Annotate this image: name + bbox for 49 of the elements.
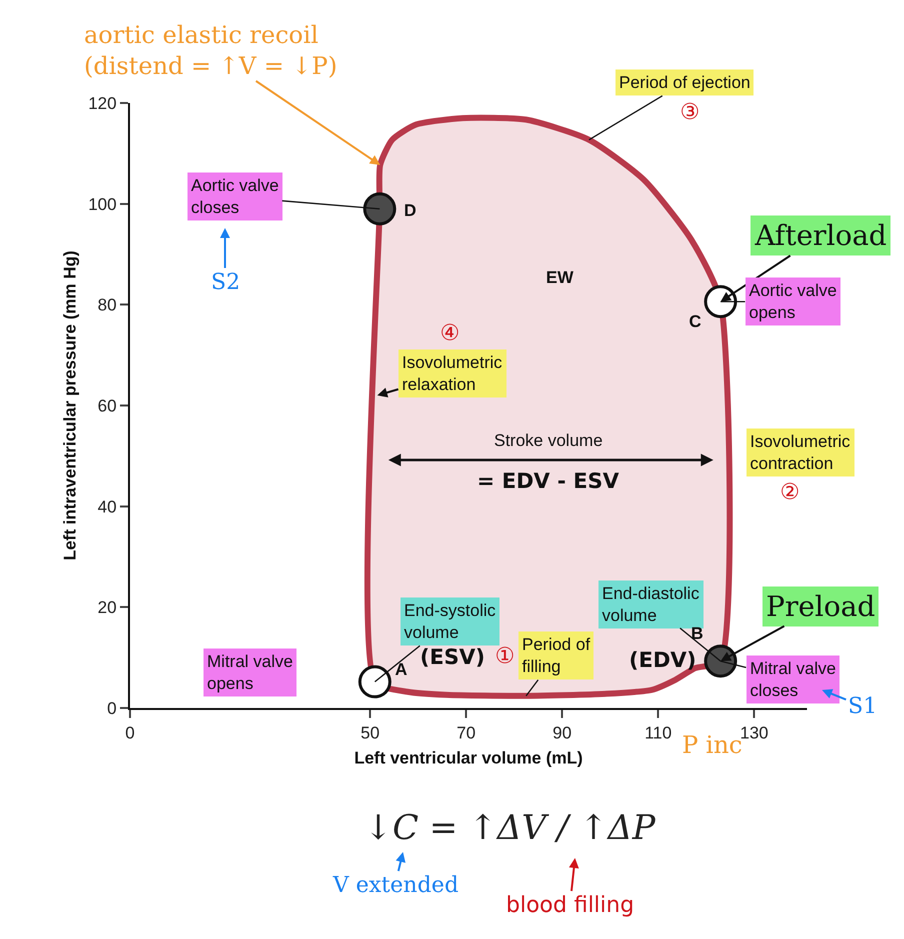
annotation: Preload [766, 590, 876, 623]
annotation: End-diastolic volume [602, 584, 700, 626]
annotation: S2 [211, 270, 240, 295]
annotation: EW [546, 268, 574, 287]
y-tick-label: 120 [88, 94, 117, 113]
y-tick-label: 80 [98, 296, 117, 315]
text: ↓C = ↑ΔV / ↑ΔP [364, 808, 656, 848]
point [358, 665, 392, 698]
annotation: ③ [680, 100, 700, 125]
annotation: C [689, 312, 702, 331]
annotation: Afterload [754, 219, 887, 252]
text: blood filling [506, 893, 634, 918]
annotation: aortic elastic recoil (distend = ↑V = ↓P) [84, 21, 338, 80]
y-tick-label: 20 [98, 598, 117, 618]
annotation: Isovolumetric contraction [750, 432, 851, 474]
y-tick-label: 100 [88, 194, 117, 214]
annotation: End-systolic volume [404, 601, 496, 642]
x-tick-label: 110 [644, 723, 672, 742]
y-axis-title: Left intraventricular pressure (mm Hg) [60, 250, 80, 560]
annotation: Isovolumetric relaxation [402, 353, 503, 394]
annotation: Stroke volume [494, 431, 603, 450]
y-tick-label: 40 [98, 497, 117, 516]
annotation: Aortic valve opens [749, 281, 837, 322]
annotation: Period of ejection [619, 73, 750, 92]
annotation: D [404, 201, 416, 220]
annotation: (EDV) [629, 648, 696, 672]
annotation: (ESV) [420, 645, 485, 669]
annotation: = EDV - ESV [477, 469, 620, 493]
annotation: Mitral valve closes [750, 659, 836, 700]
annotation: Period of filling [522, 635, 590, 676]
annotation: Mitral valve opens [207, 652, 293, 694]
y-tick-label: 60 [98, 396, 117, 416]
x-tick-label: 0 [125, 723, 135, 742]
annotation: Aortic valve closes [191, 176, 279, 218]
annotation: ① [495, 644, 515, 669]
text: P inc [682, 731, 742, 759]
x-tick-label: 70 [456, 723, 476, 742]
x-axis-title: Left ventricular volume (mL) [354, 748, 583, 768]
text: V extended [332, 873, 459, 898]
x-tick-label: 50 [360, 723, 380, 742]
annotation: B [691, 624, 704, 643]
point [363, 192, 396, 226]
x-tick-label: 130 [740, 723, 768, 742]
annotation: ④ [440, 321, 460, 346]
text: S1 [848, 694, 878, 719]
annotation: A [395, 660, 408, 679]
x-tick-label: 90 [552, 723, 572, 742]
annotation: ② [780, 480, 800, 505]
y-tick-label: 0 [107, 698, 117, 718]
